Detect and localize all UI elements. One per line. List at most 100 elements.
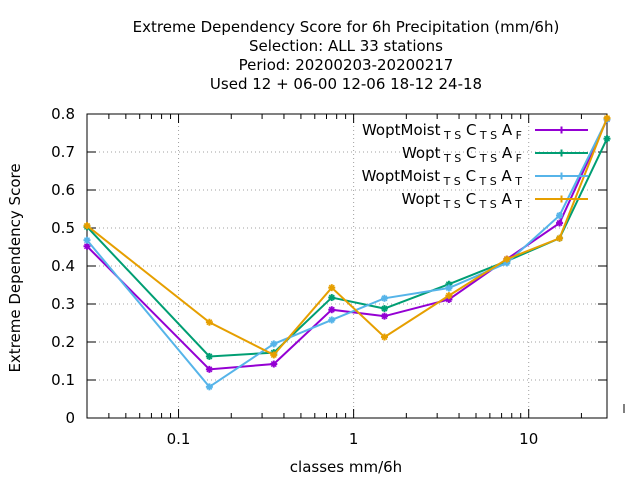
y-tick-label: 0.7	[51, 143, 75, 161]
legend-text-part: C	[461, 144, 476, 162]
point-mark-d2	[328, 306, 335, 313]
legend-text-part: WoptMoist	[362, 167, 441, 185]
legend-text-part: T S	[440, 175, 461, 188]
series-point	[556, 234, 564, 242]
series-point	[603, 114, 611, 122]
legend-text-part: T	[512, 175, 522, 188]
series-point	[205, 318, 213, 326]
point-mark-d2	[381, 313, 388, 320]
series-point	[205, 352, 213, 360]
point-mark-d2	[83, 237, 91, 244]
chart-title-line-1: Extreme Dependency Score for 6h Precipit…	[133, 18, 560, 36]
legend-text-part: A	[497, 144, 513, 162]
point-mark-d2	[445, 285, 452, 292]
point-mark-d2	[381, 305, 388, 312]
series-point	[603, 135, 611, 143]
series-point	[328, 284, 336, 292]
legend-text-part: T S	[440, 198, 461, 211]
legend-text-part: A	[497, 190, 513, 208]
legend-entry-label: Wopt T S C T S A T	[402, 190, 523, 211]
y-tick-label: 0.5	[51, 219, 75, 237]
point-mark-d2	[445, 292, 452, 299]
series-point	[328, 316, 336, 324]
point-mark-d2	[603, 135, 611, 142]
legend-text-part: WoptMoist	[362, 121, 441, 139]
chart-title-line-4: Used 12 + 06-00 12-06 18-12 24-18	[210, 75, 482, 93]
point-mark-d2	[381, 295, 388, 302]
x-tick-label: 0.1	[167, 430, 191, 448]
point-mark-d2	[270, 351, 277, 358]
legend-entry-label: WoptMoist T S C T S A F	[362, 121, 522, 142]
series-point	[556, 219, 564, 227]
legend-text-part: Wopt	[402, 144, 441, 162]
point-mark-d2	[270, 361, 277, 368]
point-mark-d2	[328, 284, 335, 291]
legend-text-part: T S	[440, 129, 461, 142]
point-mark-d2	[603, 115, 611, 122]
legend-entry-label: Wopt T S C T S A F	[402, 144, 522, 165]
series-point	[83, 242, 91, 250]
legend-text-part: T S	[476, 152, 497, 165]
y-tick-label: 0.4	[51, 257, 75, 275]
series-point	[83, 236, 91, 244]
legend-text-part: A	[497, 167, 513, 185]
axis-ticks: 0 0.1 0.2 0.3 0.4 0.5 0.6 0.7 0.8 0.1 1 10	[51, 105, 625, 448]
x-tick-label: 10	[519, 430, 538, 448]
point-mark-d2	[83, 243, 91, 250]
point-mark-d2	[556, 220, 563, 227]
point-mark-d2	[381, 334, 388, 341]
series-point	[328, 294, 336, 302]
series-point	[380, 294, 388, 302]
grid	[87, 114, 607, 418]
series-point	[205, 383, 213, 391]
chart-title: Extreme Dependency Score for 6h Precipit…	[133, 18, 560, 93]
chart-title-line-3: Period: 20200203-20200217	[239, 56, 454, 74]
y-tick-label: 0.6	[51, 181, 75, 199]
legend-text-part: A	[497, 121, 513, 139]
y-tick-label: 0.1	[51, 371, 75, 389]
series-point	[556, 211, 564, 219]
point-mark-d2	[206, 383, 213, 390]
series-point	[205, 365, 213, 373]
point-mark-d2	[206, 353, 213, 360]
point-mark-d2	[206, 319, 213, 326]
series-point	[503, 255, 511, 263]
point-mark-d2	[328, 294, 335, 301]
legend-text-part: F	[512, 152, 522, 165]
point-mark-d2	[556, 235, 563, 242]
series-point	[328, 306, 336, 314]
legend-entry-label: WoptMoist T S C T S A T	[362, 167, 523, 188]
point-mark-d2	[270, 340, 277, 347]
y-tick-label: 0.8	[51, 105, 75, 123]
x-tick-label: 1	[349, 430, 359, 448]
point-mark-d2	[556, 212, 563, 219]
legend-text-part: T S	[476, 198, 497, 211]
legend-text-part: T S	[476, 129, 497, 142]
legend-text-part: T S	[476, 175, 497, 188]
series-point	[270, 360, 278, 368]
y-tick-label: 0	[65, 409, 75, 427]
legend-text-part: C	[461, 190, 476, 208]
series-point	[445, 284, 453, 292]
y-tick-label: 0.2	[51, 333, 75, 351]
series-point	[380, 333, 388, 341]
x-axis-label: classes mm/6h	[290, 458, 402, 476]
series-point	[270, 340, 278, 348]
series-point	[445, 292, 453, 300]
legend-text-part: F	[512, 129, 522, 142]
y-tick-label: 0.3	[51, 295, 75, 313]
series-point	[380, 305, 388, 313]
chart-title-line-2: Selection: ALL 33 stations	[249, 37, 443, 55]
point-mark-d2	[83, 222, 91, 229]
series-point	[83, 222, 91, 230]
point-mark-d2	[503, 256, 510, 263]
legend-text-part: Wopt	[402, 190, 441, 208]
legend-text-part: T	[512, 198, 522, 211]
point-mark-d2	[206, 366, 213, 373]
y-axis-label: Extreme Dependency Score	[6, 163, 24, 372]
legend-text-part: T S	[440, 152, 461, 165]
series-point	[270, 351, 278, 359]
series-point	[380, 312, 388, 320]
point-mark-d2	[328, 316, 335, 323]
